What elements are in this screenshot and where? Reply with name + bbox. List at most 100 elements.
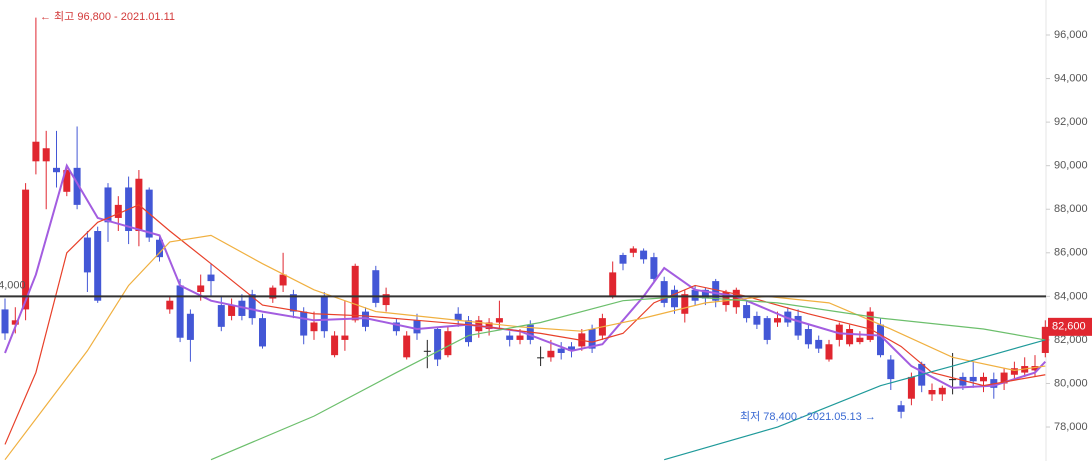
candle-body (1, 309, 9, 334)
candle-body (609, 272, 617, 297)
candle-body (403, 335, 411, 358)
candle-body (465, 320, 472, 343)
candle-body (495, 318, 503, 323)
candle-body (228, 305, 236, 316)
candle-body (619, 254, 627, 264)
candle-body (537, 357, 545, 359)
candle-body (22, 189, 30, 310)
candle-body (671, 289, 678, 308)
candle-body (516, 335, 524, 340)
candle-body (444, 331, 452, 356)
candle-body (341, 335, 349, 340)
candle-body (1000, 372, 1008, 384)
moving-average (664, 339, 1046, 461)
candle-body (887, 359, 895, 380)
candle-body (372, 270, 380, 303)
candle-body (835, 324, 843, 340)
candle-body (784, 311, 792, 323)
candle-body (392, 322, 400, 332)
candle-body (217, 305, 225, 327)
candle-body (969, 376, 977, 382)
y-tick-label: 96,000 (1054, 29, 1088, 41)
candle-body (83, 237, 91, 273)
candle-body (73, 167, 81, 205)
y-tick-label: 82,000 (1054, 334, 1088, 346)
candle-body (248, 294, 256, 319)
y-tick-label: 78,000 (1054, 421, 1088, 433)
horizontal-line-label: 84,000 (0, 279, 26, 291)
candle-body (11, 320, 19, 325)
candle-body (691, 289, 699, 301)
candle-body (712, 281, 720, 301)
y-tick-label: 90,000 (1054, 160, 1088, 172)
candle-body (331, 335, 339, 356)
y-tick-label: 86,000 (1054, 247, 1088, 259)
candle-body (980, 376, 987, 382)
candle-body (279, 274, 287, 286)
candle-body (485, 322, 493, 330)
candle-body (568, 346, 575, 351)
moving-average (210, 295, 1046, 461)
candle-body (362, 311, 369, 327)
candle-body (907, 376, 915, 399)
candle-body (156, 239, 163, 258)
candle-body (197, 285, 205, 292)
candle-body (289, 294, 297, 312)
candle-body (794, 315, 802, 336)
candle-body (588, 329, 596, 349)
y-tick-label: 84,000 (1054, 290, 1088, 302)
candle-body (640, 250, 648, 260)
candle-body (774, 318, 781, 323)
candle-body (681, 294, 689, 314)
annotation: ← 최고 96,800 - 2021.01.11 (40, 10, 175, 23)
candle-body (732, 289, 740, 308)
y-tick-label: 88,000 (1054, 203, 1088, 215)
candle-body (763, 318, 771, 340)
candle-body (660, 281, 668, 303)
candle-body (63, 170, 71, 192)
candle-body (928, 389, 936, 395)
price-tag (1048, 317, 1092, 336)
candle-body (104, 187, 112, 223)
annotation: 최저 78,400 - 2021.05.13 → (740, 410, 876, 423)
candle-body (557, 348, 565, 353)
candle-body (650, 257, 658, 279)
candle-body (877, 324, 884, 356)
candle-body (114, 204, 122, 218)
candle-body (1031, 366, 1039, 371)
candle-body (94, 231, 102, 301)
price-tag-label: 82,600 (1052, 321, 1086, 333)
candle-body (259, 318, 266, 347)
candle-body (310, 322, 318, 332)
candle-body (238, 300, 246, 316)
candle-body (423, 350, 431, 352)
candle-body (351, 265, 359, 321)
candle-body (825, 344, 833, 360)
candle-body (804, 329, 812, 345)
candle-body (413, 320, 421, 334)
candle-body (176, 285, 184, 338)
candle-body (506, 335, 514, 340)
candle-body (815, 339, 823, 349)
candle-body (53, 167, 60, 173)
moving-average (4, 163, 1047, 389)
candle-body (1010, 368, 1018, 375)
candle-body (629, 248, 637, 253)
candle-body (938, 387, 946, 395)
candle-body (42, 148, 50, 162)
candle-body (846, 329, 854, 345)
candle-body (207, 274, 215, 282)
candle-body (300, 311, 308, 336)
candle-body (434, 329, 442, 360)
candle-body (959, 376, 967, 386)
candle-body (856, 337, 864, 343)
candle-body (382, 294, 390, 306)
candle-body (753, 315, 761, 325)
candle-body (269, 287, 277, 299)
candle-body (897, 405, 905, 412)
candle-body (743, 305, 751, 319)
candle-body (454, 313, 462, 321)
candle-body (547, 350, 555, 358)
candle-body (949, 379, 957, 381)
